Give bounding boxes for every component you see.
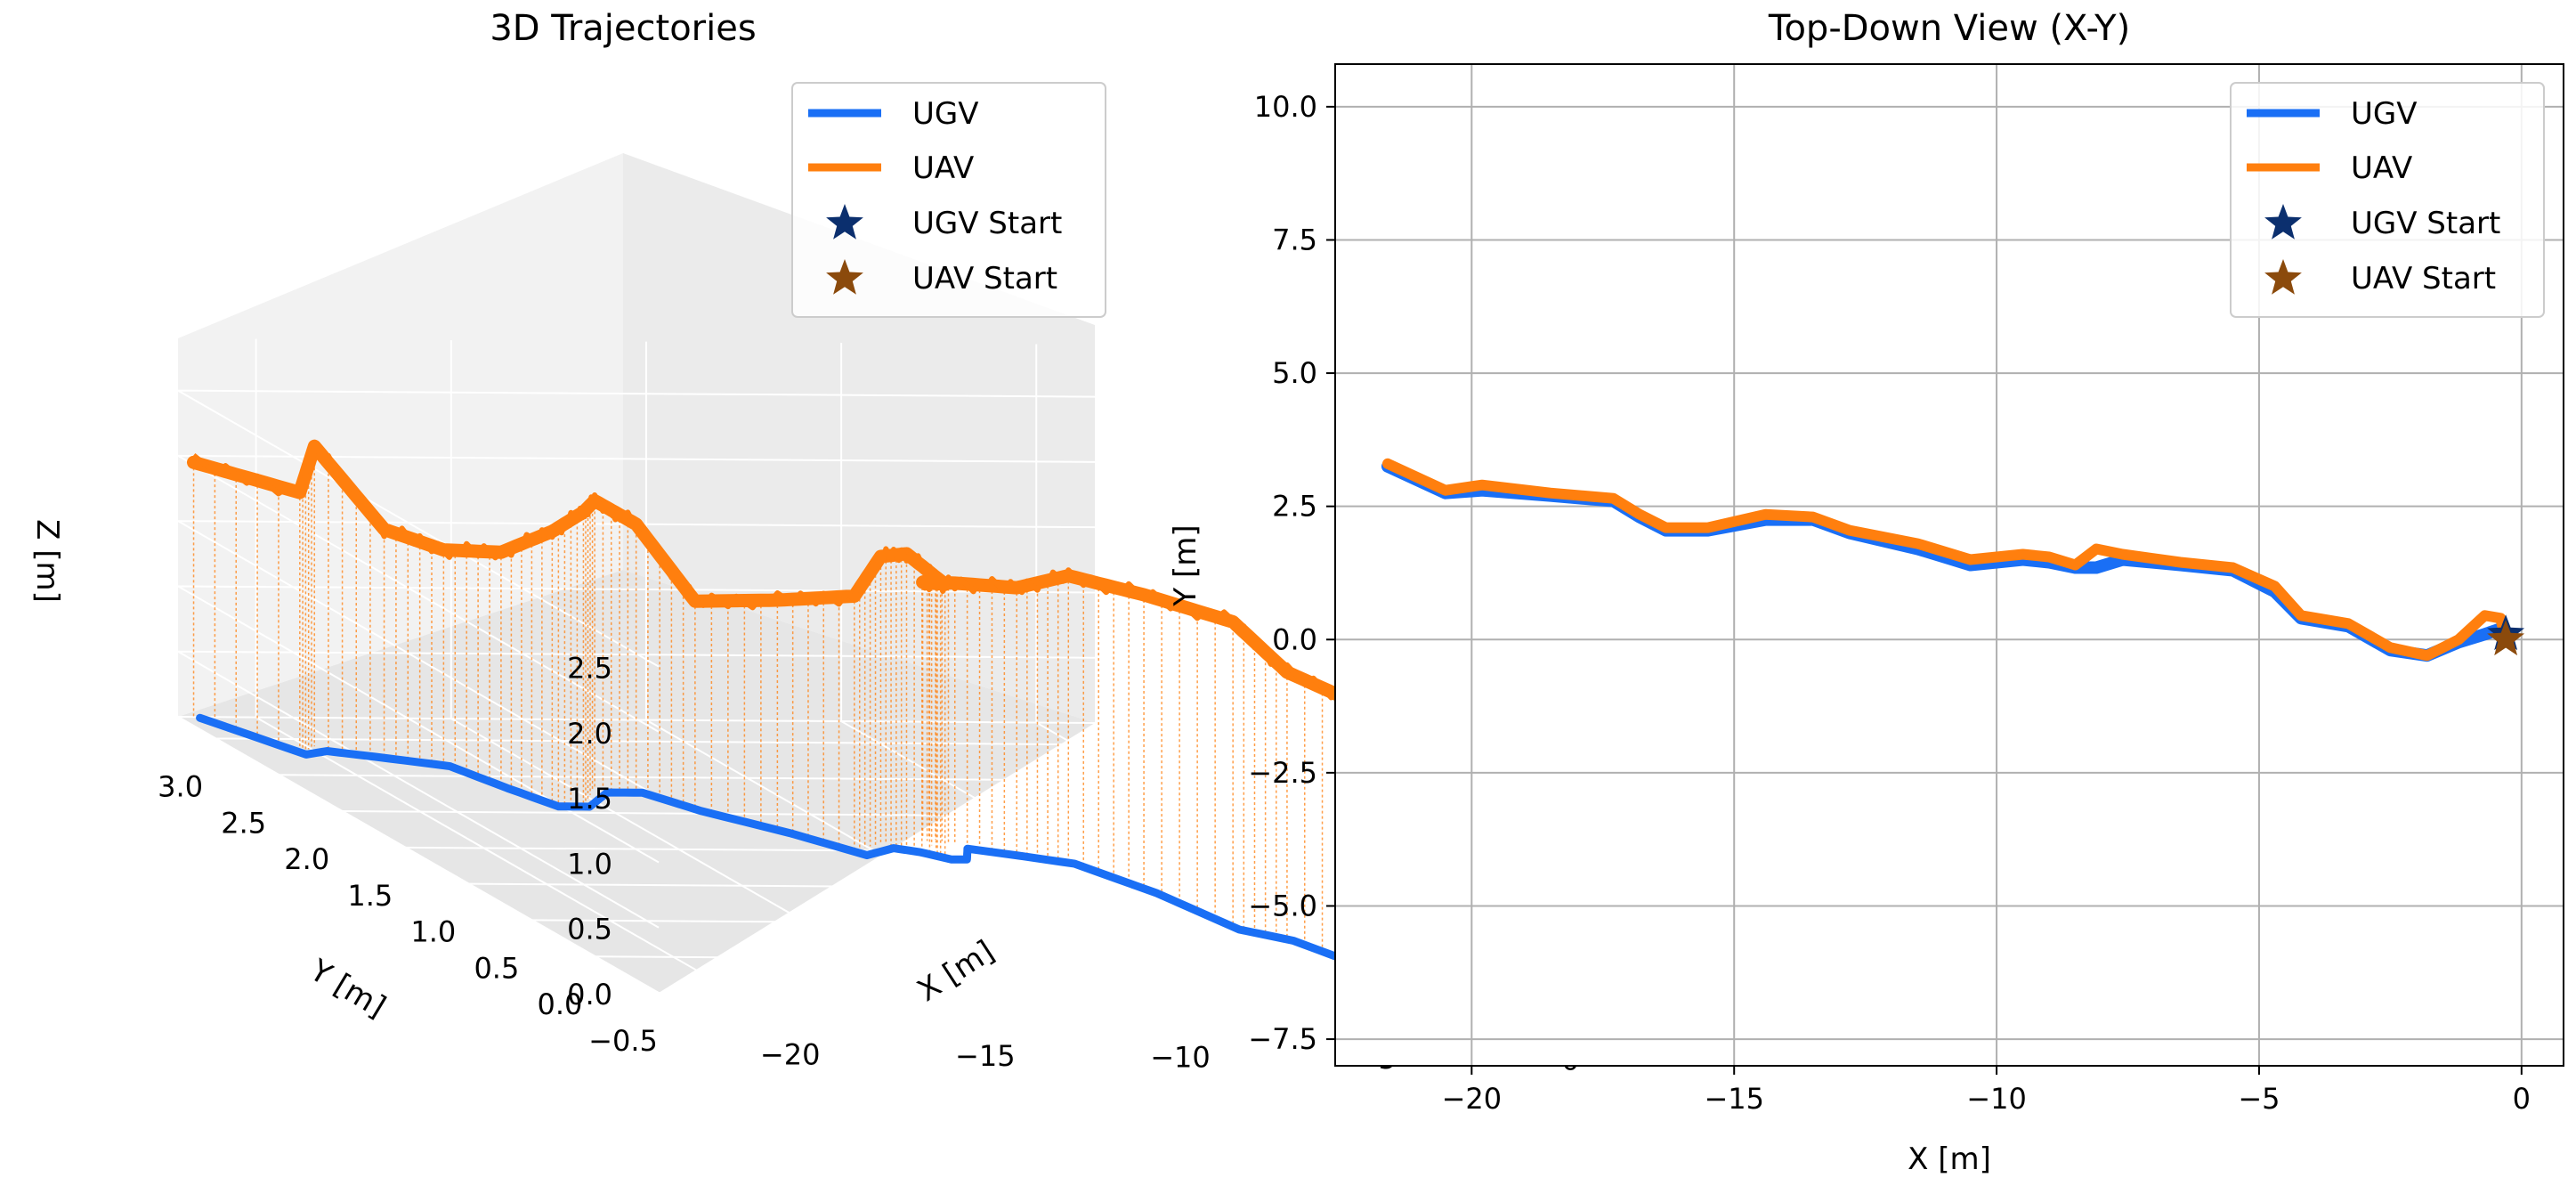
legend-2d-uav-start-label: UAV Start xyxy=(2351,261,2496,296)
grid-3d-wall-z xyxy=(174,389,1096,668)
legend-2d: UGV UAV UGV Start UAV Start xyxy=(2230,82,2545,318)
plot-3d-trajectories: 0.00.51.01.52.02.50−5−10−15−203.02.52.01… xyxy=(29,8,1579,1077)
uav-start-marker-2d xyxy=(2487,620,2525,656)
tick-label-2d-y: 10.0 xyxy=(1254,90,1317,124)
tick-label-3d-y: 2.5 xyxy=(221,806,266,840)
grid-3d-wall-z xyxy=(174,715,1096,994)
tick-label-2d-y: 7.5 xyxy=(1272,223,1317,256)
legend-3d-ugv-start-label: UGV Start xyxy=(912,206,1062,241)
ylabel-2d: Y [m] xyxy=(1168,524,1203,606)
zlabel-3d: Z [m] xyxy=(29,519,65,603)
legend-2d-ugv-label: UGV xyxy=(2351,96,2418,132)
legend-3d-ugv-start-marker xyxy=(826,204,863,240)
ticks-2d: −20 −15 −10 −5 0 10.0 7.5 5.0 2.5 0.0 −2.5 −5.0 −7.5 xyxy=(1248,90,2531,1116)
tick-label-3d-y: 1.0 xyxy=(410,915,456,949)
legend-3d-frame xyxy=(791,82,1106,318)
legend-3d: UGV UAV UGV Start UAV Start xyxy=(791,82,1106,318)
grid-3d-floor-x xyxy=(645,719,1128,997)
tick-label-3d-x: −15 xyxy=(955,1039,1016,1073)
tick-label-3d-z: 2.0 xyxy=(567,717,612,751)
tick-label-3d-z: 0.5 xyxy=(567,913,612,946)
tick-label-2d-x: −15 xyxy=(1704,1082,1764,1116)
tick-label-3d-z: 2.5 xyxy=(567,652,612,686)
tick-label-2d-y: −7.5 xyxy=(1248,1022,1317,1056)
grid-3d-floor-x xyxy=(255,716,738,995)
tick-label-3d-y: −0.5 xyxy=(588,1024,658,1058)
grid-3d-wall-z xyxy=(174,454,1096,733)
title-3d: 3D Trajectories xyxy=(490,8,756,49)
tick-label-3d-y: 2.0 xyxy=(284,842,329,876)
tick-label-3d-y: 0.0 xyxy=(538,987,583,1021)
tick-label-3d-z: 1.0 xyxy=(567,847,612,881)
grid-3d-floor-y xyxy=(531,919,1449,928)
ylabel-3d: Y [m] xyxy=(303,952,392,1025)
grid-3d-floor-y xyxy=(279,774,1196,783)
grid-3d-wall-z xyxy=(174,585,1096,864)
legend-2d-ugv-start-marker xyxy=(2264,204,2302,240)
grid-3d-floor-x xyxy=(840,720,1323,998)
tick-label-3d-z: 0.0 xyxy=(567,978,612,1011)
legend-2d-ugv-start-label: UGV Start xyxy=(2351,206,2500,241)
tick-label-2d-y: 5.0 xyxy=(1272,356,1317,390)
tick-label-2d-y: −2.5 xyxy=(1248,756,1317,790)
xlabel-2d: X [m] xyxy=(1908,1141,1991,1177)
legend-3d-uav-label: UAV xyxy=(912,150,974,186)
tick-label-2d-x: 0 xyxy=(2513,1082,2531,1116)
grid-3d xyxy=(174,338,1576,1000)
tick-label-2d-y: −5.0 xyxy=(1248,889,1317,922)
tick-label-3d-y: 1.5 xyxy=(347,879,393,913)
uav-2d-line xyxy=(1382,458,2512,662)
grid-3d-wall-z xyxy=(174,650,1096,929)
legend-2d-uav-start-marker xyxy=(2264,259,2302,295)
tick-label-3d-z: 1.5 xyxy=(567,782,612,816)
grid-2d xyxy=(1335,64,2564,1066)
legend-3d-uav-start-label: UAV Start xyxy=(912,261,1057,296)
xlabel-3d: X [m] xyxy=(911,933,1000,1009)
tick-label-2d-x: −20 xyxy=(1442,1082,1503,1116)
grid-3d-floor-y xyxy=(215,737,1133,746)
title-2d: Top-Down View (X-Y) xyxy=(1768,8,2130,49)
legend-2d-frame xyxy=(2230,82,2545,318)
tick-label-2d-x: −10 xyxy=(1966,1082,2027,1116)
tick-label-3d-y: 3.0 xyxy=(158,769,203,803)
tick-label-3d-x: −10 xyxy=(1150,1041,1211,1075)
axes-2d-frame xyxy=(1334,63,2564,1067)
tick-label-2d-y: 0.0 xyxy=(1272,622,1317,656)
legend-2d-uav-label: UAV xyxy=(2351,150,2412,186)
tick-label-2d-x: −5 xyxy=(2238,1082,2280,1116)
tick-label-3d-y: 0.5 xyxy=(474,951,519,985)
tick-label-3d-x: −20 xyxy=(760,1038,821,1072)
plot-top-down-view: −20 −15 −10 −5 0 10.0 7.5 5.0 2.5 0.0 −2.5 −5.0 −7.5… xyxy=(1168,8,2564,1177)
tick-label-2d-y: 2.5 xyxy=(1272,490,1317,524)
legend-3d-ugv-label: UGV xyxy=(912,96,979,132)
grid-3d-floor-y xyxy=(342,810,1260,819)
legend-3d-uav-start-marker xyxy=(826,259,863,295)
grid-3d-wall-z xyxy=(174,520,1096,799)
